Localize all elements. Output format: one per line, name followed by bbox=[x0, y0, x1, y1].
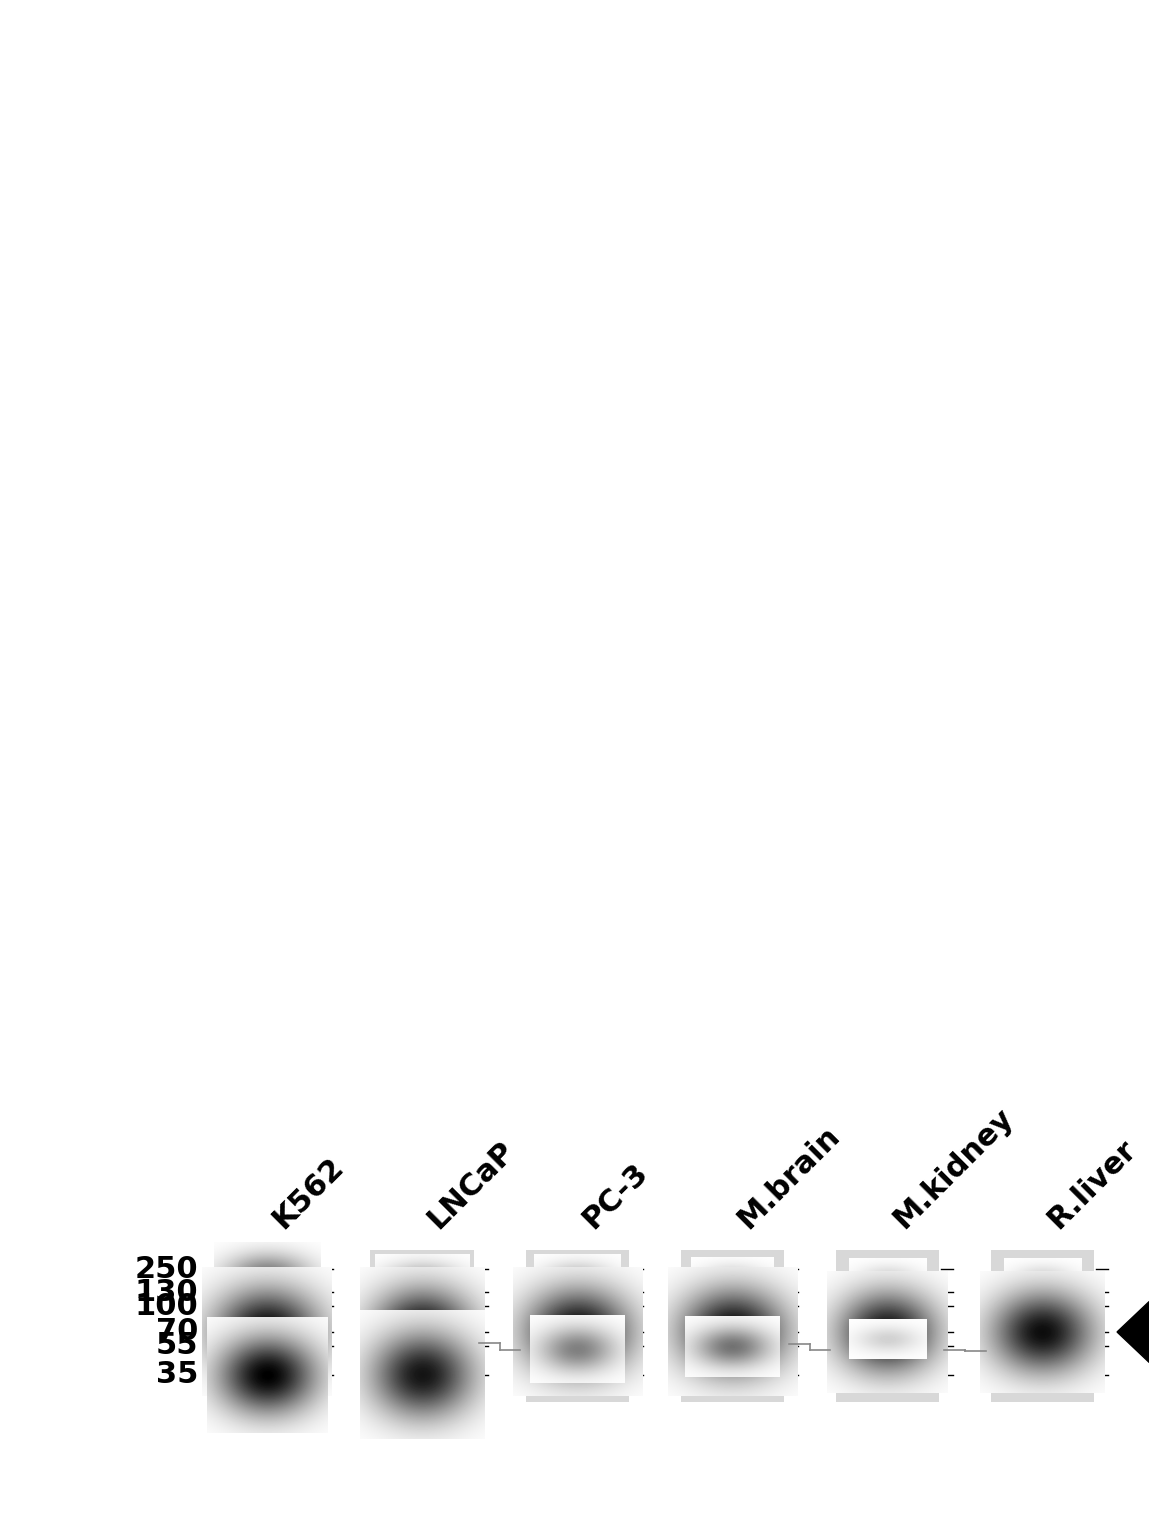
Bar bbox=[835, 1250, 939, 1402]
Text: K562: K562 bbox=[267, 1152, 350, 1234]
Text: 250: 250 bbox=[134, 1254, 198, 1285]
Bar bbox=[216, 1250, 319, 1402]
Text: 100: 100 bbox=[134, 1291, 198, 1321]
Bar bbox=[680, 1250, 784, 1402]
Bar bbox=[525, 1250, 629, 1402]
Text: 130: 130 bbox=[134, 1277, 198, 1308]
Text: LNCaP: LNCaP bbox=[422, 1137, 521, 1234]
Text: 35: 35 bbox=[156, 1359, 198, 1390]
Text: PC-3: PC-3 bbox=[577, 1158, 654, 1234]
Text: 70: 70 bbox=[156, 1317, 198, 1347]
Text: M.kidney: M.kidney bbox=[888, 1103, 1018, 1234]
Text: 55: 55 bbox=[156, 1330, 198, 1361]
Bar bbox=[990, 1250, 1094, 1402]
Text: R.liver: R.liver bbox=[1043, 1134, 1142, 1234]
Text: M.brain: M.brain bbox=[733, 1122, 846, 1234]
Polygon shape bbox=[1117, 1301, 1149, 1362]
Bar bbox=[370, 1250, 474, 1402]
